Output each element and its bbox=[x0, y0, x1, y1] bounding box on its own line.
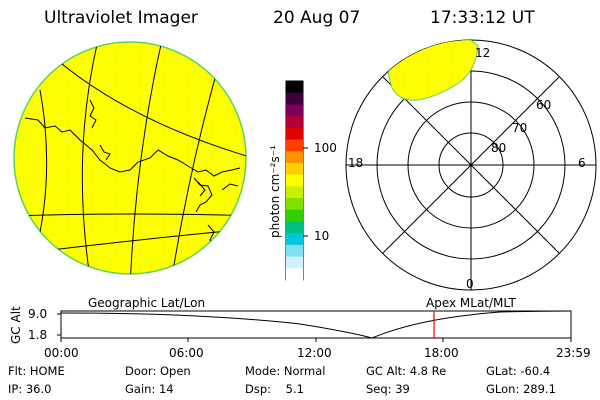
timeline-x-tick-1800: 18:00 bbox=[424, 346, 459, 360]
colorbar-swatch bbox=[286, 92, 303, 105]
colorbar-swatch bbox=[286, 139, 303, 152]
colorbar-unit-label: photon cm⁻²s⁻¹ bbox=[268, 145, 282, 238]
colorbar-swatch bbox=[286, 174, 303, 187]
colorbar-swatch bbox=[286, 209, 303, 222]
polar-lat-70: 70 bbox=[512, 121, 528, 135]
timeline-y-axis-label: GC Alt bbox=[9, 306, 23, 344]
colorbar-swatch bbox=[286, 81, 303, 94]
polar-label-12: 12 bbox=[475, 46, 491, 60]
colorbar-swatch bbox=[286, 127, 303, 141]
colorbar-label-10: 10 bbox=[314, 229, 330, 243]
altitude-curve bbox=[60, 310, 572, 339]
colorbar-swatch bbox=[286, 186, 303, 199]
timeline-right-title: Apex MLat/MLT bbox=[426, 296, 516, 310]
timeline-x-tick-2359: 23:59 bbox=[556, 346, 591, 360]
polar-label-18: 18 bbox=[348, 156, 364, 170]
instrument-title: Ultraviolet Imager bbox=[44, 8, 198, 28]
colorbar-swatch bbox=[286, 116, 303, 129]
status-glat: GLat: -60.4 bbox=[486, 364, 551, 378]
timeline-y-tick-9: 9.0 bbox=[28, 307, 48, 321]
timeline-x-tick-0600: 06:00 bbox=[169, 346, 204, 360]
earth-disk-image bbox=[13, 41, 247, 275]
colorbar-swatch bbox=[286, 244, 303, 258]
timeline-frame bbox=[60, 310, 572, 339]
colorbar-swatch bbox=[286, 198, 303, 211]
status-gain: Gain: 14 bbox=[125, 382, 174, 396]
status-ip: IP: 36.0 bbox=[8, 382, 52, 396]
date-label: 20 Aug 07 bbox=[273, 8, 361, 28]
polar-label-0: 0 bbox=[466, 277, 474, 291]
colorbar bbox=[285, 80, 308, 281]
colorbar-swatch bbox=[286, 233, 303, 246]
colorbar-swatch bbox=[286, 221, 303, 234]
status-mode: Mode: Normal bbox=[245, 364, 326, 378]
colorbar-swatch bbox=[286, 104, 303, 117]
polar-plot bbox=[345, 39, 597, 291]
status-flt: Flt: HOME bbox=[8, 364, 65, 378]
timeline-x-tick-0000: 00:00 bbox=[44, 346, 79, 360]
time-label: 17:33:12 UT bbox=[430, 8, 535, 28]
earth-disk bbox=[13, 41, 247, 275]
status-door: Door: Open bbox=[125, 364, 191, 378]
polar-diagonal-2 bbox=[382, 76, 560, 254]
timeline-y-tick-1-8: 1.8 bbox=[28, 328, 48, 342]
altitude-timeline bbox=[57, 310, 572, 342]
colorbar-swatch bbox=[286, 256, 303, 269]
colorbar-swatch bbox=[286, 151, 303, 164]
colorbar-swatch bbox=[286, 268, 303, 281]
timeline-x-tick-1200: 12:00 bbox=[297, 346, 332, 360]
polar-auroral-patch bbox=[387, 40, 479, 101]
colorbar-label-100: 100 bbox=[314, 141, 337, 155]
status-glon: GLon: 289.1 bbox=[486, 382, 556, 396]
status-seq: Seq: 39 bbox=[366, 382, 410, 396]
timeline-left-title: Geographic Lat/Lon bbox=[88, 296, 206, 310]
polar-lat-60: 60 bbox=[536, 98, 552, 112]
colorbar-swatches bbox=[286, 81, 303, 281]
status-gc-alt: GC Alt: 4.8 Re bbox=[366, 364, 447, 378]
colorbar-swatch bbox=[286, 162, 303, 176]
polar-lat-80: 80 bbox=[491, 141, 507, 155]
status-dsp: Dsp: 5.1 bbox=[245, 382, 304, 396]
polar-label-6: 6 bbox=[578, 156, 586, 170]
